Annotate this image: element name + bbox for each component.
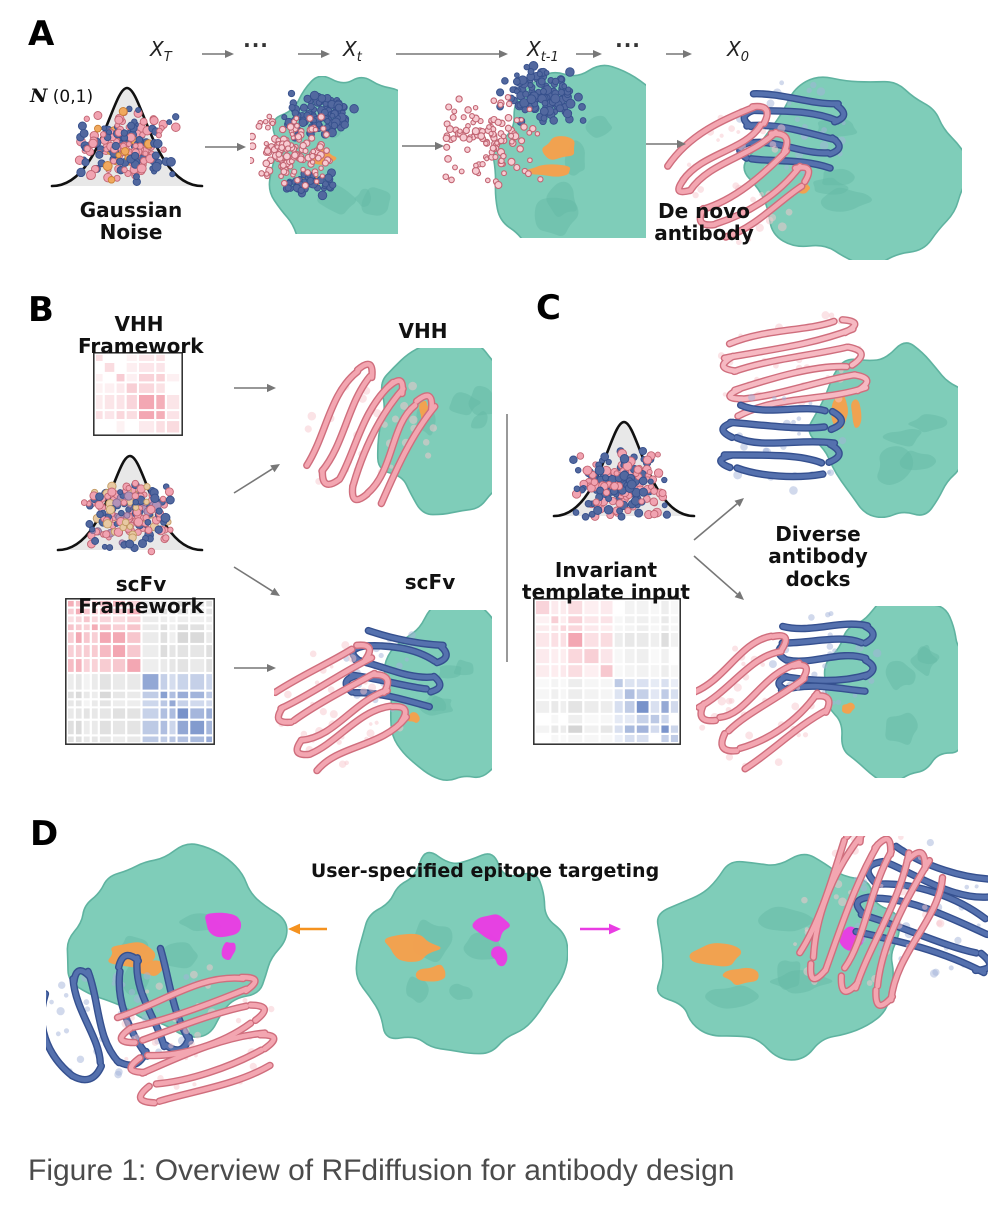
- diverse-antibody-docks-label: Diverse antibody docks: [768, 522, 868, 591]
- epitope-targeting-title: User-specified epitope targeting: [310, 860, 660, 882]
- scfv-framework-label: scFv Framework: [78, 572, 204, 619]
- panel-d-target-epitopes-illustration: [355, 851, 568, 1055]
- normal-distribution-label: N (0,1): [30, 85, 94, 107]
- panel-c-invariant-template-matrix: [533, 598, 681, 745]
- chain-x-T: XT: [150, 37, 172, 65]
- chain-x-t: Xt: [343, 37, 362, 65]
- panel-b-scfv-framework-matrix: [65, 598, 215, 745]
- invariant-template-input-label: Invariant template input: [522, 558, 690, 605]
- panel-a-partially-denoised-illustration: [442, 61, 646, 238]
- panel-d-magenta-epitope-design-illustration: [656, 836, 988, 1061]
- panel-b-noise-illustration: [56, 454, 204, 556]
- panel-a-label: A: [28, 14, 55, 54]
- gaussian-noise-label: Gaussian Noise: [79, 198, 183, 245]
- vhh-framework-label: VHH Framework: [78, 312, 204, 359]
- panel-a-gaussian-noise-illustration: [50, 86, 204, 188]
- panel-d-orange-epitope-design-illustration: [46, 843, 288, 1107]
- scfv-result-label: scFv: [404, 570, 456, 594]
- chain-x-t-minus-1: Xt-1: [527, 37, 559, 65]
- panel-a-de-novo-antibody-illustration: [664, 76, 962, 260]
- panel-c-dock-1-illustration: [717, 311, 958, 518]
- de-novo-antibody-label: De novo antibody: [654, 199, 754, 246]
- panel-b-label: B: [28, 290, 54, 330]
- panel-c-dock-2-illustration: [696, 606, 958, 778]
- panel-a-noisy-step-illustration: [250, 76, 398, 234]
- panel-b-vhh-structure-illustration: [303, 348, 492, 516]
- chain-x-0: X0: [727, 37, 749, 65]
- panel-b-scfv-structure-illustration: [274, 610, 492, 782]
- panel-c-label: C: [536, 288, 561, 328]
- chain-ellipsis-2: ···: [615, 33, 641, 57]
- panel-b-vhh-framework-matrix: [93, 352, 183, 436]
- chain-ellipsis-1: ···: [243, 33, 269, 57]
- panel-d-label: D: [30, 814, 59, 854]
- vhh-result-label: VHH: [398, 319, 448, 343]
- figure-caption: Figure 1: Overview of RFdiffusion for an…: [28, 1154, 735, 1187]
- panel-c-noise-illustration: [552, 420, 696, 521]
